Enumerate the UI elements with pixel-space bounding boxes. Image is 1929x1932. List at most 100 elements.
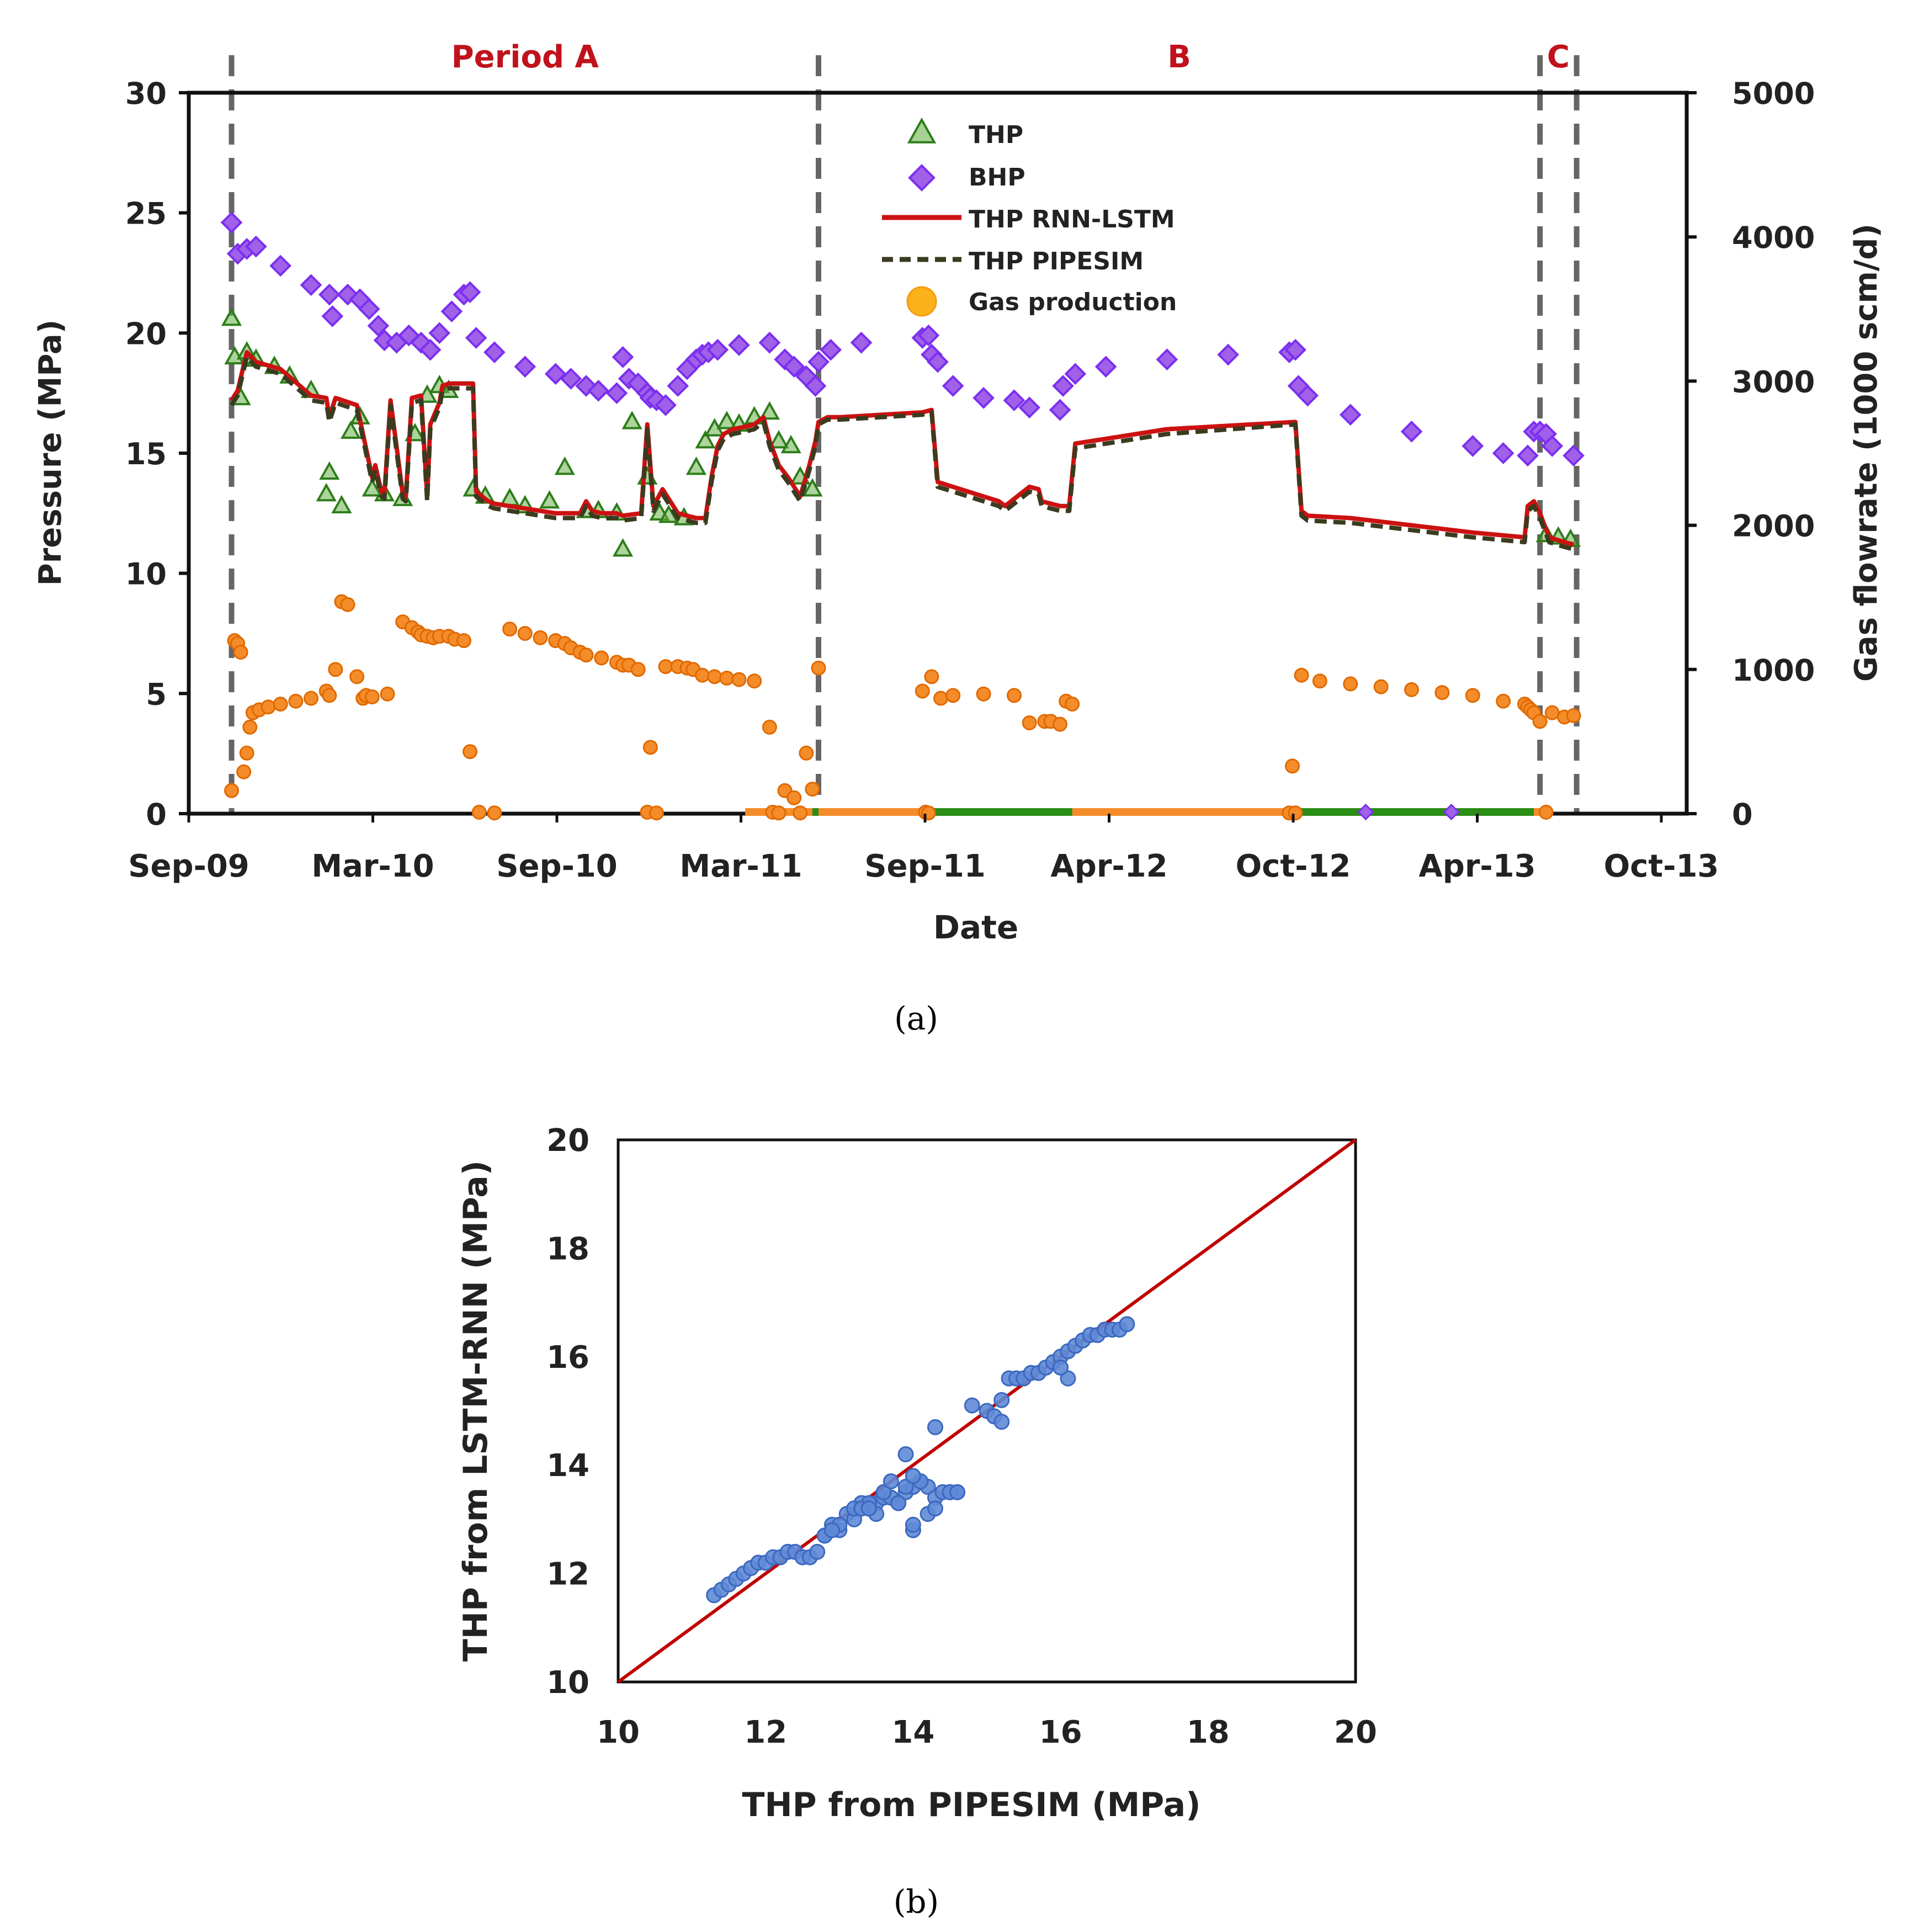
bhp-point [942,375,964,397]
panel-a-plot-frame [187,91,1689,816]
scatter-point [1119,1316,1135,1333]
thp-point [554,457,575,475]
panel-b-y-tick-label: 18 [546,1231,589,1267]
bhp-point [706,338,729,361]
gas-production-point [811,660,826,676]
y-tick-label: 25 [125,197,167,231]
bhp-point [804,375,827,397]
gas-production-point [799,745,814,761]
bhp-point [220,211,243,233]
gas-production-point [261,699,276,715]
gas-production-point [747,673,762,689]
gas-production-point [630,662,646,677]
bhp-point [728,334,750,356]
gas-production-point [1404,682,1420,697]
bhp-point [587,379,610,402]
thp-point [768,430,789,449]
gas-production-point [1373,679,1389,694]
scatter-point [905,1468,921,1484]
thp-point [695,430,716,449]
gas-production-point [304,691,319,706]
gas-production-point [1312,673,1327,689]
gas-production-point [517,626,533,641]
panel-b-x-tick-label: 12 [744,1715,787,1750]
legend-item-bhp: BHP [969,163,1025,192]
panel-b-y-tick-label: 14 [546,1448,589,1484]
x-tick-label: Mar-11 [679,848,802,884]
gas-production-point [1288,805,1303,821]
scatter-point [1060,1370,1076,1387]
panel-a-y2-axis-title: Gas flowrate (1000 scm/d) [1848,224,1884,682]
scatter-point [890,1495,907,1511]
gas-production-point [915,683,930,699]
bhp-point [1339,404,1362,426]
gas-production-point [322,688,337,703]
gas-production-point [1294,667,1309,683]
scatter-point [927,1500,943,1517]
x-tick-label: Oct-12 [1236,848,1351,884]
x-tick-label: Sep-11 [864,848,986,884]
gas-production-point [1566,708,1581,723]
gas-production-point [719,670,735,686]
thp-point [539,490,560,509]
panel-b-y-tick-label: 20 [546,1123,589,1159]
gas-production-point [224,783,240,798]
period-label: C [1547,39,1570,75]
thp-point [802,478,823,497]
bhp-point [612,346,634,368]
thp-point [621,411,642,429]
thp-point [685,457,707,475]
gas-production-point [594,650,609,666]
bhp-point [367,315,390,337]
bhp-point [667,375,689,397]
panel-b-data-layer [617,1138,1357,1684]
bhp-point [1400,420,1423,443]
bhp-point [465,327,487,349]
thp-point [221,307,242,326]
bhp-point [758,331,781,354]
thp-point [316,482,337,502]
scatter-point [927,1419,943,1435]
thp-point [759,401,780,420]
bhp-point [655,394,677,416]
bhp-point [245,235,267,258]
thp-point [362,478,382,497]
bhp-point [1517,444,1539,467]
bhp-point [514,355,536,378]
y2-tick-label: 5000 [1732,76,1815,111]
bhp-point [358,298,380,320]
gas-production-point [533,630,548,645]
bhp-point [605,382,628,404]
bhp-point [807,351,830,373]
bhp-point [1284,338,1306,361]
gas-production-point [239,745,254,761]
period-label: Period A [451,39,599,75]
thp-point [319,461,340,480]
gas-production-point [236,764,252,779]
panel-b-y-tick-label: 10 [546,1665,589,1701]
bhp-point [1563,444,1585,467]
gas-production-point [707,669,722,684]
y-tick-label: 30 [125,76,167,111]
bhp-point [1156,348,1178,371]
bhp-point [1492,442,1514,464]
gas-production-point [933,691,949,706]
bhp-point [483,341,506,363]
gas-production-point [771,805,787,821]
scatter-point [993,1392,1010,1408]
bhp-point [321,305,344,327]
gas-production-point [349,669,365,684]
gas-production-point [456,633,471,649]
legend-item-gas-production: Gas production [969,288,1177,316]
y2-tick-label: 2000 [1732,509,1815,544]
gas-production-point [1343,676,1358,692]
gas-production-point [502,622,518,637]
bhp-point [927,351,949,373]
thp-pipesim-line [230,354,1575,551]
thp-point [612,538,634,557]
gas-production-point [1022,715,1037,730]
scatter-point [809,1543,826,1560]
gas-production-point [487,805,502,821]
panel-b-x-tick-label: 10 [597,1715,640,1750]
bhp-point [917,324,940,347]
